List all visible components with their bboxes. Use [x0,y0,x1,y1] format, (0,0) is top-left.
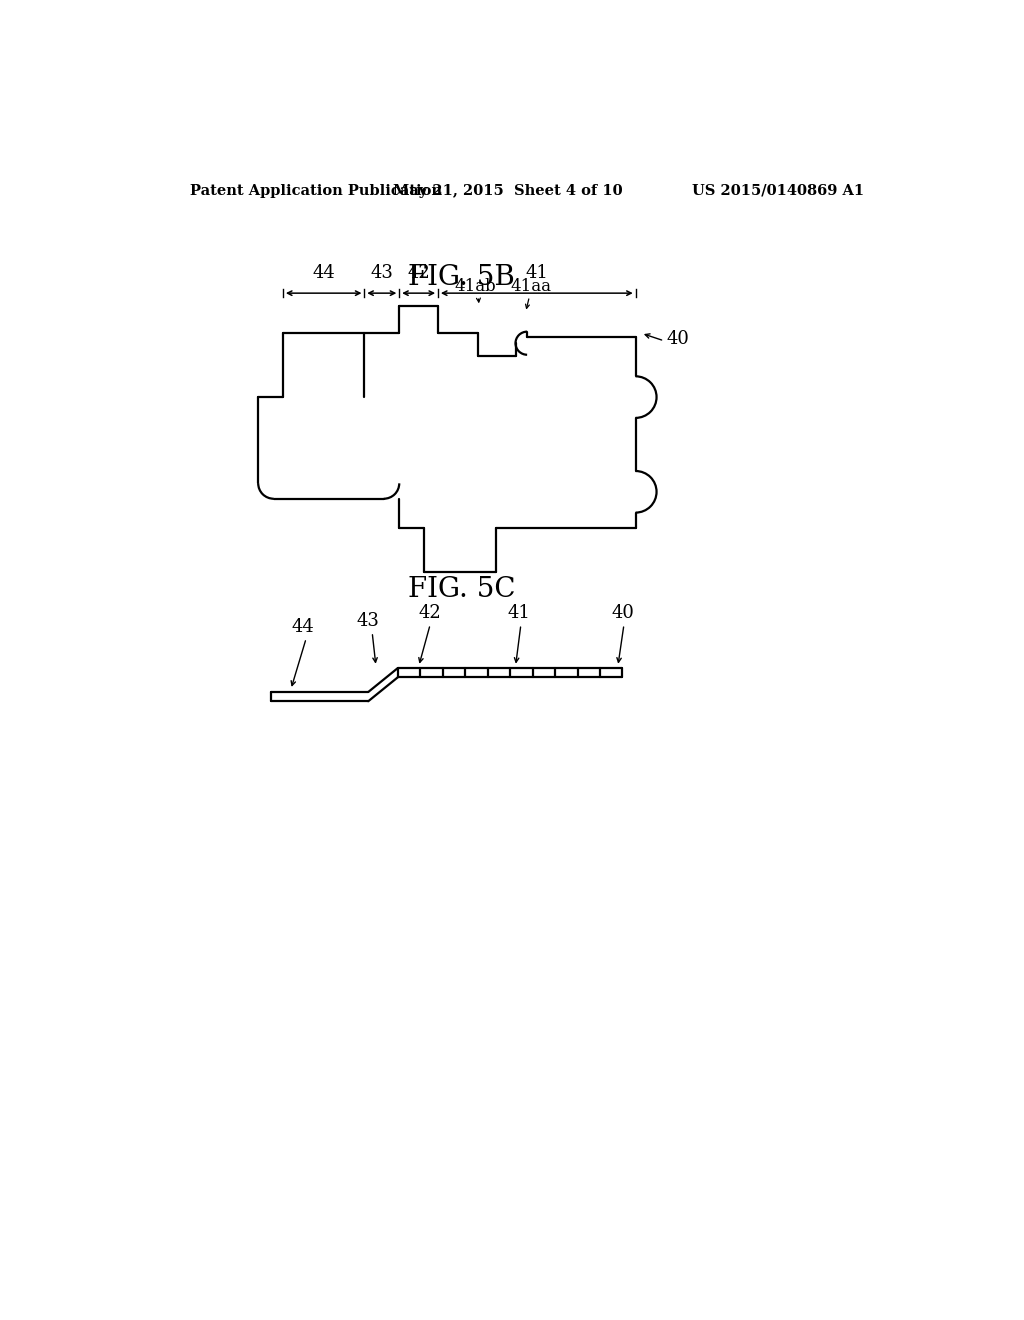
Text: 44: 44 [312,264,335,282]
Text: FIG. 5C: FIG. 5C [408,576,515,603]
Text: US 2015/0140869 A1: US 2015/0140869 A1 [692,183,864,198]
Text: 44: 44 [291,618,313,636]
Text: Patent Application Publication: Patent Application Publication [190,183,442,198]
Text: 41: 41 [525,264,548,282]
Text: 42: 42 [408,264,430,282]
Text: FIG. 5B: FIG. 5B [408,264,515,292]
Text: 41ab: 41ab [455,277,496,294]
Text: 43: 43 [356,611,380,630]
Text: May 21, 2015  Sheet 4 of 10: May 21, 2015 Sheet 4 of 10 [393,183,623,198]
Text: 40: 40 [611,605,634,622]
Text: 40: 40 [667,330,689,348]
Text: 43: 43 [371,264,393,282]
Text: 41aa: 41aa [511,277,552,294]
Text: 41: 41 [508,605,530,622]
Text: 42: 42 [419,605,441,622]
